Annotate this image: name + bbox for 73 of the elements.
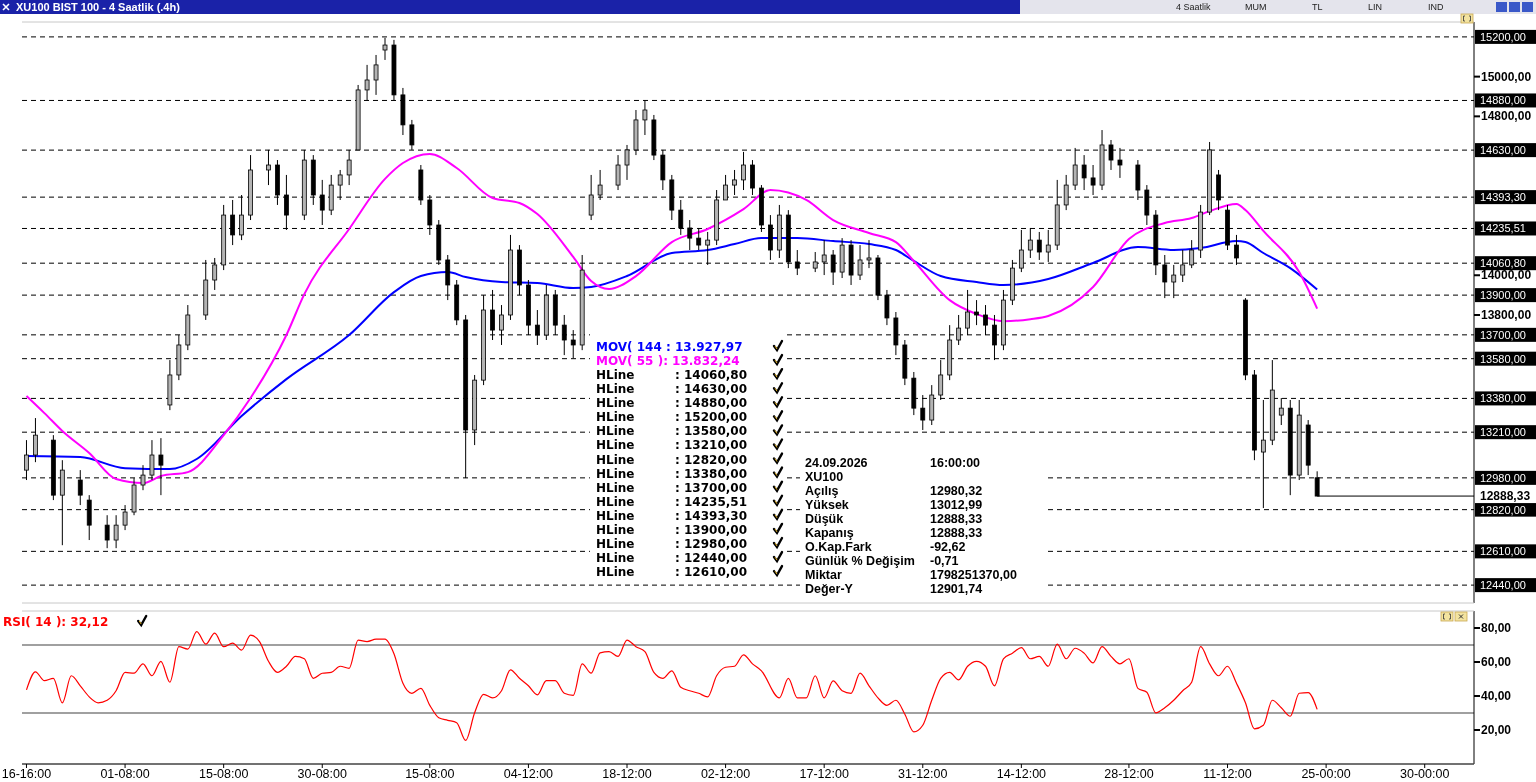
text: TL: [1312, 2, 1323, 12]
text: Değer-Y 12901,74: [805, 582, 983, 596]
text: LIN: [1368, 2, 1383, 12]
text: HLine : 14880,00: [596, 396, 747, 411]
ref-line-label: 12610,00: [1480, 545, 1526, 558]
text: HLine : 13380,00: [596, 466, 747, 481]
text: Miktar 1798251370,00: [805, 568, 1017, 582]
ref-line-label: 14880,00: [1480, 94, 1526, 107]
text: HLine : 12440,00: [596, 551, 747, 566]
text: HLine : 14235,51: [596, 494, 747, 509]
y-tick-label: 60,00: [1481, 655, 1512, 669]
text: O.Kap.Fark -92,62: [805, 540, 966, 554]
text: IND: [1428, 2, 1444, 12]
ref-line-label: 14060,80: [1480, 257, 1526, 270]
ref-line-label: 13380,00: [1480, 392, 1526, 405]
text: RSI( 14 ): 32,12: [3, 615, 109, 629]
text: 24.09.2026 16:00:00: [805, 456, 981, 470]
y-tick-label: 13800,00: [1481, 307, 1532, 322]
text: HLine : 12980,00: [596, 536, 747, 551]
x-tick-label: 14-12:00: [996, 767, 1047, 781]
x-tick-label: 17-12:00: [799, 767, 849, 781]
x-tick-label: 18-12:00: [602, 767, 652, 781]
text: HLine : 13900,00: [596, 522, 747, 537]
text: MOV( 55 ): 13.832,24: [596, 354, 740, 369]
text: HLine : 14630,00: [596, 382, 747, 397]
y-tick-label: 40,00: [1481, 689, 1512, 703]
x-tick-label: 30-08:00: [297, 767, 347, 781]
text: HLine : 13700,00: [596, 480, 747, 495]
x-tick-label: 25-00:00: [1301, 767, 1351, 781]
text: HLine : 12610,00: [596, 565, 747, 580]
ref-line-label: 13700,00: [1480, 328, 1526, 341]
text: MOV( 144 : 13.927,97: [596, 340, 743, 354]
text: HLine : 14393,30: [596, 508, 747, 523]
ref-line-label: 14393,30: [1480, 191, 1526, 204]
ref-line-label: 13210,00: [1480, 426, 1526, 439]
x-tick-label: 04-12:00: [503, 767, 554, 781]
x-tick-label: 11-12:00: [1203, 767, 1252, 781]
ref-line-label: 12820,00: [1480, 503, 1526, 516]
text: Günlük % Değişim -0,71: [805, 554, 959, 568]
ref-line-label: 12888,33: [1480, 489, 1531, 504]
text: Açılış 12980,32: [805, 484, 983, 498]
ref-line-label: 15200,00: [1480, 30, 1526, 43]
text: HLine : 14060,80: [596, 368, 747, 383]
ref-line-label: 14630,00: [1480, 144, 1526, 157]
text: HLine : 12820,00: [596, 452, 747, 467]
x-tick-label: 30-00:00: [1400, 767, 1450, 781]
text: Yüksek 13012,99: [805, 498, 983, 512]
text: HLine : 15200,00: [596, 410, 747, 425]
x-tick-label: 28-12:00: [1104, 767, 1154, 781]
y-tick-label: 14800,00: [1481, 109, 1532, 124]
text: HLine : 13210,00: [596, 438, 747, 453]
x-tick-label: 31-12:00: [898, 767, 948, 781]
text: 4 Saatlik: [1176, 2, 1212, 12]
x-tick-label: 15-08:00: [198, 767, 249, 781]
annotation: XU100: [805, 470, 844, 484]
y-tick-label: 80,00: [1481, 621, 1512, 635]
x-tick-label: 15-08:00: [405, 767, 455, 781]
x-tick-label: 16-16:00: [1, 767, 52, 781]
text: HLine : 13580,00: [596, 424, 747, 439]
x-tick-label: 01-08:00: [100, 767, 150, 781]
ref-line-label: 12980,00: [1480, 471, 1526, 484]
ref-line-label: 13580,00: [1480, 352, 1526, 365]
text: MUM: [1245, 2, 1267, 12]
text: Kapanış 12888,33: [805, 526, 983, 540]
y-tick-label: 14000,00: [1481, 268, 1532, 283]
text: Düşük 12888,33: [805, 512, 983, 526]
ref-line-label: 14235,51: [1480, 222, 1526, 235]
chart-title: XU100 BIST 100 - 4 Saatlik (.4h): [16, 1, 181, 13]
ref-line-label: 12440,00: [1480, 579, 1526, 592]
y-tick-label: 15000,00: [1481, 69, 1532, 84]
x-tick-label: 02-12:00: [700, 767, 751, 781]
y-tick-label: 20,00: [1481, 723, 1512, 737]
ref-line-label: 13900,00: [1480, 289, 1526, 302]
